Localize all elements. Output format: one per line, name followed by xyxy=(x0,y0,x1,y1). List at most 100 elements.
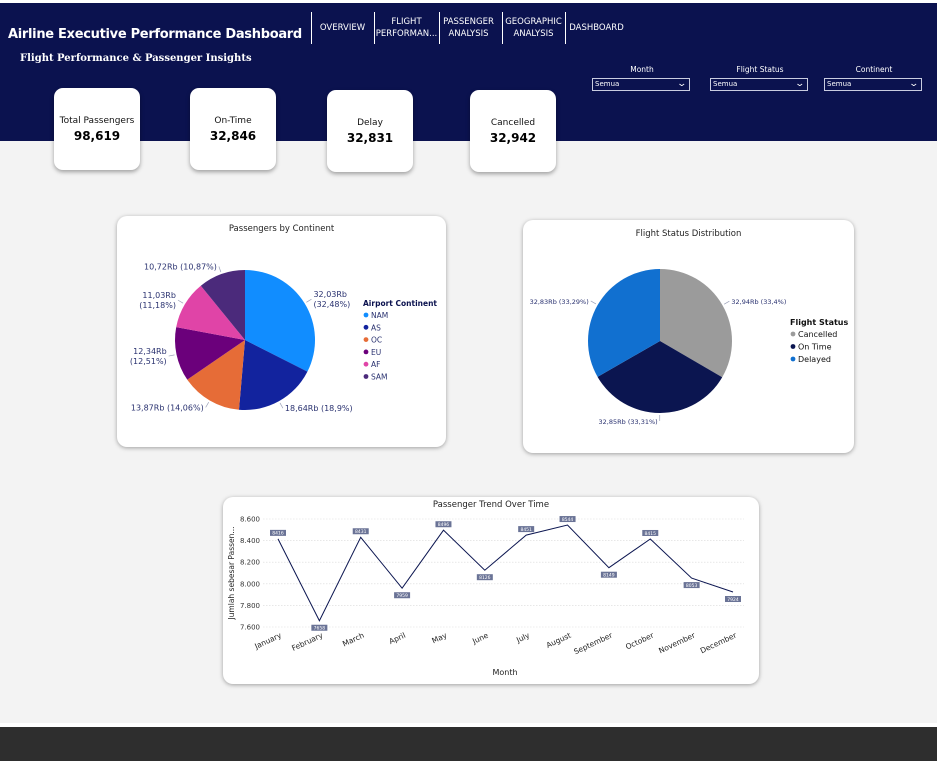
tab-geographic-analysis-line2: ANALYSIS xyxy=(513,29,554,39)
leader-line xyxy=(205,402,210,408)
legend-item[interactable]: SAM xyxy=(371,373,388,382)
tab-dashboard[interactable]: DASHBOARD xyxy=(565,12,627,44)
data-label: 8149 xyxy=(603,573,615,579)
data-label: 8431 xyxy=(355,529,367,535)
leader-line xyxy=(177,299,184,304)
data-label-box xyxy=(435,521,452,528)
pie-slice-sam[interactable] xyxy=(200,270,245,340)
pie-slice-cancelled[interactable] xyxy=(660,269,732,378)
x-tick-label: February xyxy=(290,630,324,652)
tab-geographic-analysis[interactable]: GEOGRAPHIC ANALYSIS xyxy=(502,12,564,44)
kpi-label: Total Passengers xyxy=(59,116,135,126)
data-label: 7959 xyxy=(396,593,408,599)
data-label: 12,34Rb xyxy=(133,347,167,356)
legend-marker xyxy=(790,344,796,349)
flight-status-panel[interactable]: Flight Status Distribution 32,94Rb (33,4… xyxy=(523,220,854,453)
continent-pie-chart[interactable]: 32,03Rb(32,48%) 18,64Rb (18,9%) 13,87Rb (1… xyxy=(117,216,446,447)
data-label: 32,85Rb (33,31%) xyxy=(599,418,658,426)
data-label-box xyxy=(642,529,659,536)
data-label-box xyxy=(352,528,369,535)
footer-bar xyxy=(0,727,937,761)
y-tick-label: 8.000 xyxy=(240,580,260,588)
data-label: 7658 xyxy=(314,626,326,632)
legend-marker xyxy=(790,356,796,362)
tab-flight-performance-line1: FLIGHT xyxy=(391,17,422,27)
leader-line xyxy=(279,402,284,409)
kpi-value: 32,831 xyxy=(346,131,394,145)
kpi-label: Cancelled xyxy=(490,118,536,128)
pie-slice-eu[interactable] xyxy=(175,327,245,380)
data-label: 8416 xyxy=(272,531,284,537)
x-tick-label: March xyxy=(341,631,366,649)
legend-item[interactable]: EU xyxy=(371,348,381,357)
legend-marker xyxy=(363,361,369,367)
top-border xyxy=(0,0,937,3)
kpi-card-delay[interactable]: Delay 32,831 xyxy=(327,90,413,172)
legend-item[interactable]: On Time xyxy=(798,343,832,352)
data-label: 8126 xyxy=(479,575,491,581)
flight-status-pie-chart[interactable]: 32,94Rb (33,4%) 32,85Rb (33,31%) 32,83Rb (… xyxy=(523,220,854,453)
data-label-box xyxy=(311,624,328,631)
x-tick-label: August xyxy=(545,631,573,650)
tab-flight-performance[interactable]: FLIGHT PERFORMAN... xyxy=(374,12,438,44)
legend-item[interactable]: NAM xyxy=(371,311,388,320)
data-label: (11,18%) xyxy=(139,301,176,310)
passengers-by-continent-panel[interactable]: Passengers by Continent 32,03Rb (32,48%) 1… xyxy=(117,216,446,447)
x-tick-label: October xyxy=(624,630,656,651)
x-axis-title: Month xyxy=(492,668,517,677)
tab-dashboard-label: DASHBOARD xyxy=(569,23,624,33)
filter-month-dropdown[interactable]: Semua ⌄ xyxy=(592,78,690,91)
data-label-box xyxy=(600,571,617,578)
pie-slice-nam[interactable] xyxy=(245,270,315,372)
legend-marker xyxy=(363,349,369,355)
legend-item[interactable]: AS xyxy=(371,323,381,332)
filter-continent-dropdown[interactable]: Semua ⌄ xyxy=(824,78,922,91)
data-label: 32,83Rb (33,29%) xyxy=(530,298,589,306)
pie-slice-oc[interactable] xyxy=(187,340,245,410)
legend-item[interactable]: AF xyxy=(371,360,380,369)
data-label: (12,51%) xyxy=(130,357,167,366)
x-tick-label: December xyxy=(699,630,739,655)
pie-slice-delayed[interactable] xyxy=(588,269,660,377)
y-tick-label: 7.800 xyxy=(240,602,260,610)
passenger-trend-line-chart[interactable]: 7.600 7.800 8.000 8.200 8.400 8.600 Jumlah seb… xyxy=(223,497,759,684)
trend-line[interactable] xyxy=(277,524,734,622)
pie-slice-on-time[interactable] xyxy=(597,341,723,413)
kpi-value: 32,846 xyxy=(209,129,257,143)
x-tick-label: November xyxy=(657,630,697,655)
legend-item[interactable]: Delayed xyxy=(798,355,831,364)
legend-title: Airport Continent xyxy=(363,299,437,308)
filter-flight-status-value: Semua xyxy=(713,80,738,88)
y-tick-label: 8.600 xyxy=(240,516,260,524)
x-tick-label: September xyxy=(572,630,614,656)
data-label: 8053 xyxy=(686,583,698,589)
kpi-card-cancelled[interactable]: Cancelled 32,942 xyxy=(470,90,556,172)
kpi-card-total-passengers[interactable]: Total Passengers 98,619 xyxy=(54,88,140,170)
legend-item[interactable]: OC xyxy=(371,336,382,345)
x-tick-label: July xyxy=(514,630,531,645)
pie-slice-as[interactable] xyxy=(238,340,308,411)
y-axis-title: Jumlah sebesar Passen... xyxy=(227,526,236,620)
chevron-down-icon: ⌄ xyxy=(676,79,688,89)
legend-item[interactable]: Cancelled xyxy=(798,330,837,339)
tab-passenger-analysis[interactable]: PASSENGER ANALYSIS xyxy=(439,12,497,44)
pie-slice-af[interactable] xyxy=(176,285,245,340)
kpi-card-on-time[interactable]: On-Time 32,846 xyxy=(190,88,276,170)
data-label-box xyxy=(683,582,700,589)
data-label: 32,03Rb xyxy=(313,290,347,299)
chart-title: Flight Status Distribution xyxy=(635,229,742,239)
tab-overview-label: OVERVIEW xyxy=(319,23,366,33)
tab-overview[interactable]: OVERVIEW xyxy=(311,12,373,44)
data-label-box xyxy=(518,526,535,533)
passenger-trend-panel[interactable]: Passenger Trend Over Time 7.600 7.800 8.00… xyxy=(223,497,759,684)
legend-marker xyxy=(363,312,369,318)
y-tick-label: 7.600 xyxy=(240,624,260,632)
tab-passenger-analysis-line2: ANALYSIS xyxy=(448,29,489,39)
tab-flight-performance-line2: PERFORMAN... xyxy=(375,29,438,39)
kpi-label: Delay xyxy=(357,118,383,128)
data-label: 13,87Rb (14,06%) xyxy=(131,403,204,412)
chart-title: Passenger Trend Over Time xyxy=(432,500,550,510)
filter-flight-status-dropdown[interactable]: Semua ⌄ xyxy=(710,78,808,91)
tab-geographic-analysis-line1: GEOGRAPHIC xyxy=(505,17,562,27)
